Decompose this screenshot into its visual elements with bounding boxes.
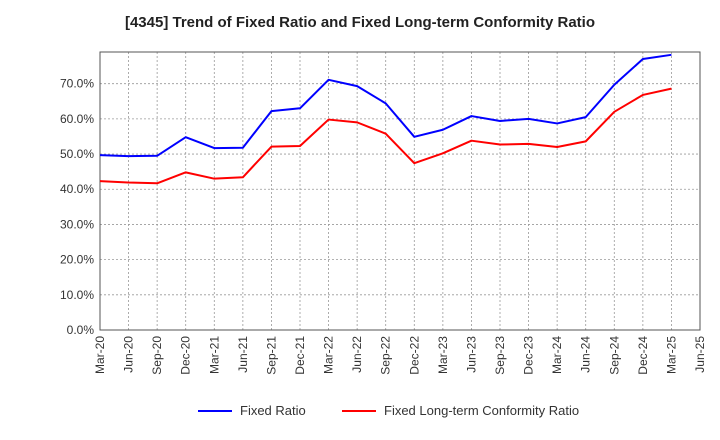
x-tick-label: Jun-22 — [350, 336, 364, 373]
x-tick-label: Jun-25 — [693, 336, 707, 373]
x-tick-label: Sep-21 — [264, 336, 278, 375]
series-line-1 — [99, 53, 672, 158]
x-axis-ticks: Mar-20 Jun-20 Sep-20 Dec-20 Mar-21 Jun-21 Sep-… — [93, 336, 707, 375]
chart-title: [4345] Trend of Fixed Ratio and Fixed Lo… — [124, 14, 596, 31]
y-axis-ticks: 0.0% 10.0% 20.0% 30.0% 40.0% 50.0% 60.0% 70.0% — [60, 77, 94, 337]
x-tick-label: Sep-24 — [607, 336, 621, 375]
series-line-2 — [99, 87, 672, 185]
legend-label-2: Fixed Long-term Conformity Ratio — [384, 403, 579, 418]
x-tick-label: Dec-20 — [179, 336, 193, 375]
x-tick-label: Mar-21 — [207, 336, 221, 374]
x-tick-label: Mar-20 — [93, 336, 107, 374]
y-tick-label: 40.0% — [60, 182, 94, 196]
x-tick-label: Dec-21 — [293, 336, 307, 375]
x-tick-label: Mar-24 — [550, 336, 564, 374]
x-tick-label: Jun-20 — [122, 336, 136, 373]
y-tick-label: 50.0% — [60, 147, 94, 161]
y-tick-label: 70.0% — [60, 77, 94, 91]
y-tick-label: 60.0% — [60, 112, 94, 126]
x-tick-label: Dec-22 — [407, 336, 421, 375]
x-tick-label: Mar-23 — [436, 336, 450, 374]
x-tick-label: Jun-21 — [236, 336, 250, 373]
y-tick-label: 20.0% — [60, 253, 94, 267]
legend-label-1: Fixed Ratio — [240, 403, 306, 418]
x-tick-label: Sep-20 — [150, 336, 164, 375]
x-tick-label: Dec-24 — [636, 336, 650, 375]
x-tick-label: Jun-23 — [464, 336, 478, 373]
y-tick-label: 30.0% — [60, 217, 94, 231]
x-tick-label: Mar-25 — [664, 336, 678, 374]
legend: Fixed Ratio Fixed Long-term Conformity Ra… — [198, 403, 579, 418]
x-tick-label: Mar-22 — [322, 336, 336, 374]
x-tick-label: Sep-23 — [493, 336, 507, 375]
x-tick-label: Sep-22 — [379, 336, 393, 375]
plot-frame — [99, 51, 701, 331]
x-tick-label: Dec-23 — [522, 336, 536, 375]
y-tick-label: 0.0% — [67, 323, 95, 337]
grid-layer — [99, 52, 701, 331]
x-tick-label: Jun-24 — [579, 336, 593, 373]
series-layer — [99, 53, 672, 185]
y-tick-label: 10.0% — [60, 288, 94, 302]
